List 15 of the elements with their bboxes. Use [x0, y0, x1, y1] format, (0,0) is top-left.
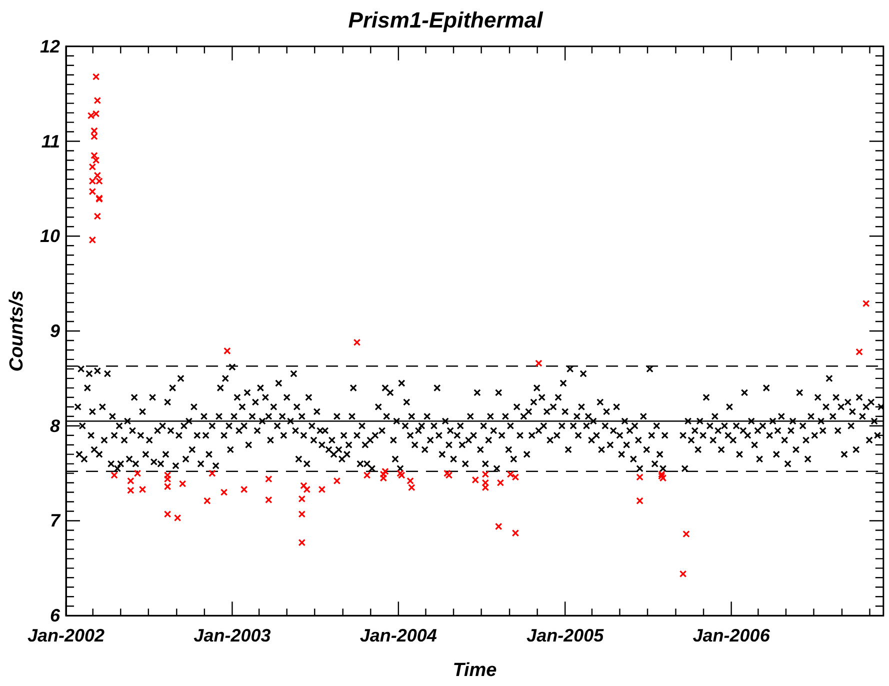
- x-tick-label: Jan-2005: [526, 625, 605, 646]
- y-tick-label: 12: [40, 36, 60, 56]
- y-tick-label: 7: [50, 510, 61, 531]
- y-tick-label: 9: [50, 321, 60, 341]
- y-tick-label: 10: [40, 226, 60, 246]
- x-tick-label: Jan-2003: [194, 625, 271, 646]
- x-tick-label: Jan-2004: [360, 625, 437, 646]
- x-tick-label: Jan-2002: [27, 625, 105, 646]
- y-tick-label: 11: [41, 131, 60, 152]
- x-tick-label: Jan-2006: [692, 625, 771, 646]
- chart-title: Prism1-Epithermal: [348, 7, 544, 32]
- y-tick-label: 6: [50, 606, 61, 626]
- y-tick-label: 8: [50, 416, 60, 436]
- x-axis-title: Time: [452, 660, 498, 681]
- y-axis-title: Counts/s: [6, 290, 28, 372]
